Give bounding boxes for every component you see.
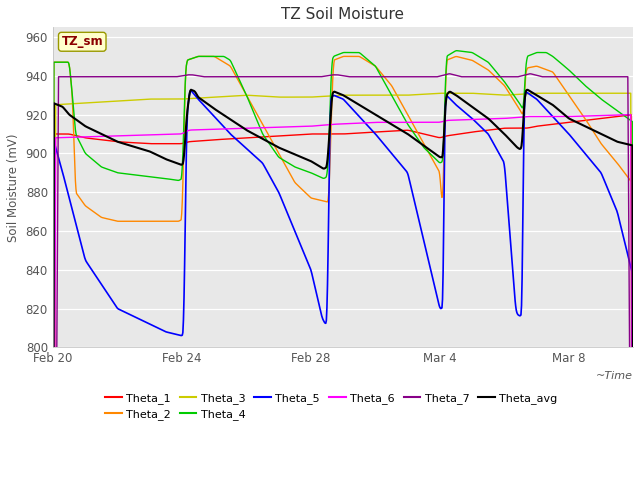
Theta_2 (305, 193, 313, 199)
Theta_3 (502, 92, 509, 98)
Theta_2 (502, 85, 509, 91)
Theta_6 (501, 116, 509, 121)
Theta_7 (284, 74, 291, 80)
Theta_1 (512, 125, 520, 131)
Theta_5 (187, 88, 195, 94)
Line: Theta_2: Theta_2 (52, 56, 633, 480)
Theta_5 (502, 179, 509, 185)
Theta_7 (513, 74, 520, 80)
Theta_4 (453, 48, 461, 54)
Line: Theta_5: Theta_5 (52, 91, 633, 480)
Line: Theta_3: Theta_3 (52, 93, 633, 480)
Theta_4 (502, 81, 509, 86)
Theta_avg (187, 87, 195, 93)
Theta_1 (305, 131, 312, 137)
Line: Theta_1: Theta_1 (52, 115, 633, 480)
Theta_6 (305, 123, 312, 129)
Theta_6 (447, 117, 455, 123)
Theta_6 (108, 133, 116, 139)
Title: TZ Soil Moisture: TZ Soil Moisture (282, 7, 404, 22)
Theta_2 (195, 53, 203, 59)
Theta_2 (284, 168, 292, 173)
Theta_7 (445, 71, 452, 77)
Theta_avg (502, 132, 509, 138)
Theta_4 (513, 96, 520, 102)
Theta_3 (448, 90, 456, 96)
Theta_avg (284, 149, 292, 155)
Theta_3 (284, 94, 291, 100)
Theta_6 (284, 124, 291, 130)
Theta_4 (108, 168, 116, 174)
Theta_4 (305, 169, 312, 175)
Theta_3 (513, 92, 520, 97)
Theta_3 (438, 90, 446, 96)
Theta_3 (305, 94, 312, 100)
Theta_6 (627, 112, 635, 118)
Line: Theta_avg: Theta_avg (52, 90, 633, 480)
Theta_avg (448, 90, 456, 96)
Text: ~Time: ~Time (596, 372, 633, 382)
Theta_7 (108, 74, 116, 80)
Line: Theta_7: Theta_7 (52, 74, 633, 480)
Theta_1 (447, 132, 455, 138)
Legend: Theta_1, Theta_2, Theta_3, Theta_4, Theta_5, Theta_6, Theta_7, Theta_avg: Theta_1, Theta_2, Theta_3, Theta_4, Thet… (100, 388, 562, 424)
Line: Theta_4: Theta_4 (52, 51, 633, 480)
Theta_2 (513, 101, 520, 107)
Theta_2 (108, 217, 116, 223)
Theta_1 (627, 112, 635, 118)
Theta_avg (513, 144, 520, 149)
Theta_2 (448, 55, 456, 61)
Theta_3 (108, 98, 116, 104)
Theta_5 (284, 212, 292, 217)
Theta_6 (512, 115, 520, 120)
Theta_5 (513, 307, 520, 313)
Theta_avg (108, 136, 116, 142)
Theta_7 (502, 74, 509, 80)
Theta_avg (305, 157, 313, 163)
Text: TZ_sm: TZ_sm (61, 36, 103, 48)
Theta_7 (448, 72, 456, 77)
Theta_4 (284, 160, 291, 166)
Theta_1 (108, 138, 116, 144)
Theta_1 (284, 132, 291, 138)
Theta_5 (108, 298, 116, 303)
Line: Theta_6: Theta_6 (52, 115, 633, 480)
Theta_7 (305, 74, 312, 80)
Theta_5 (305, 262, 313, 268)
Theta_4 (447, 50, 455, 56)
Theta_5 (448, 98, 456, 104)
Y-axis label: Soil Moisture (mV): Soil Moisture (mV) (7, 133, 20, 241)
Theta_1 (501, 125, 509, 131)
